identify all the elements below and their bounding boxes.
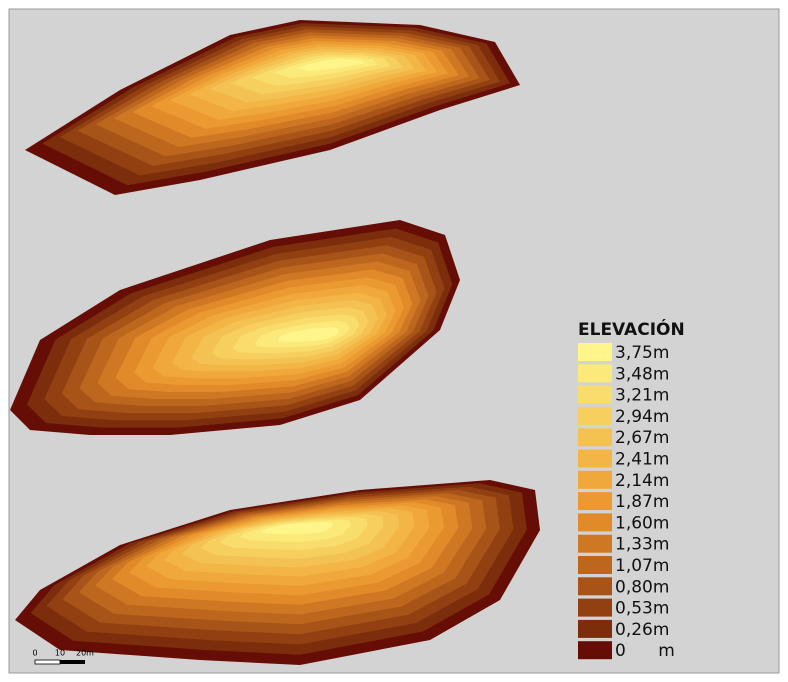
legend-swatch [578, 471, 612, 489]
legend-label: 3,21m [615, 386, 669, 406]
scale-segment [60, 660, 85, 664]
legend-label: 2,14m [615, 471, 669, 491]
legend-label: 1,60m [615, 513, 669, 533]
map-figure: ELEVACIÓN 3,75m3,48m3,21m2,94m2,67m2,41m… [0, 0, 788, 682]
legend-label: 1,87m [615, 492, 669, 512]
legend-swatch [578, 343, 612, 361]
legend-swatch [578, 492, 612, 510]
legend-swatch [578, 513, 612, 531]
legend-swatch [578, 620, 612, 638]
scale-segment [35, 660, 60, 664]
legend-label: 0,26m [615, 620, 669, 640]
legend-swatch [578, 450, 612, 468]
legend-label: 2,41m [615, 450, 669, 470]
legend-swatch [578, 535, 612, 553]
legend-label: 3,48m [615, 364, 669, 384]
scale-label: 0 [32, 649, 37, 658]
legend-swatch [578, 428, 612, 446]
legend-title: ELEVACIÓN [578, 318, 685, 340]
legend: 3,75m3,48m3,21m2,94m2,67m2,41m2,14m1,87m… [578, 343, 675, 661]
legend-swatch [578, 386, 612, 404]
legend-swatch [578, 577, 612, 595]
legend-label: 2,67m [615, 428, 669, 448]
legend-swatch [578, 599, 612, 617]
legend-swatch [578, 407, 612, 425]
legend-swatch [578, 556, 612, 574]
legend-label: 0,53m [615, 599, 669, 619]
scale-label: 10 [55, 649, 65, 658]
legend-label: 1,33m [615, 535, 669, 555]
legend-label: 1,07m [615, 556, 669, 576]
legend-label: 0,80m [615, 577, 669, 597]
legend-label: 2,94m [615, 407, 669, 427]
legend-label: 0 m [615, 641, 675, 661]
legend-label: 3,75m [615, 343, 669, 363]
scale-label: 20m [76, 649, 94, 658]
legend-swatch [578, 364, 612, 382]
legend-swatch [578, 641, 612, 659]
